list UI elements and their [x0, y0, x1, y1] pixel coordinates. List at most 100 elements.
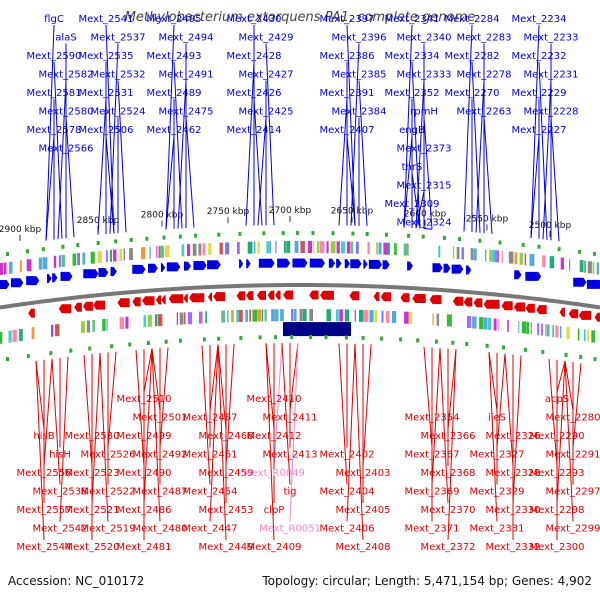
bottom-gene-label: Mext_2510 [117, 394, 172, 405]
bottom-leader-line [447, 349, 457, 541]
bottom-leader-line [354, 343, 364, 541]
reverse-gc-ticks [6, 335, 597, 362]
bottom-gene-label: Mext_2409 [247, 542, 302, 553]
bottom-leader-line [159, 347, 169, 448]
top-leader-line [415, 191, 425, 229]
top-gene-label: Mext_2493 [147, 51, 202, 62]
bottom-gene-label: Mext_2366 [421, 431, 476, 442]
bottom-gene-label: Mext_2326 [486, 431, 541, 442]
bottom-gene-label: Mext_2466 [199, 431, 254, 442]
bottom-gene-label: Mext_2371 [405, 524, 460, 535]
bottom-leader-line [217, 344, 227, 541]
bottom-gene-label: Mext_2480 [133, 524, 188, 535]
top-gene-label: Mext_2385 [332, 70, 387, 81]
top-gene-label: Mext_2426 [227, 88, 282, 99]
genome-summary-text: Topology: circular; Length: 5,471,154 bp… [262, 574, 592, 588]
forward-strand-track [0, 258, 600, 289]
bottom-gene-label: Mext_2298 [530, 505, 585, 516]
bottom-gene-label: Mext_2449 [199, 542, 254, 553]
bottom-gene-label: Mext_2290 [530, 431, 585, 442]
bottom-gene-label: Mext_2486 [117, 505, 172, 516]
top-leader-line [245, 61, 255, 226]
top-leader-line [57, 80, 67, 240]
bottom-gene-label: tig [283, 487, 296, 498]
scale-tick-label: 2850 kbp [77, 216, 120, 226]
bottom-gene-label: Mext_2280 [546, 413, 600, 424]
top-leader-line [97, 98, 107, 235]
bottom-gene-label: Mext_2490 [117, 468, 172, 479]
top-gene-label: Mext_2566 [39, 144, 94, 155]
bottom-leader-line [362, 344, 372, 467]
top-gene-label: Mext_2396 [332, 33, 387, 44]
bottom-leader-line [289, 342, 299, 522]
bottom-gene-label: Mext_2403 [336, 468, 391, 479]
bottom-leader-line [83, 354, 93, 467]
top-leader-line [530, 24, 540, 238]
bottom-gene-label: Mext_2538 [33, 487, 88, 498]
top-gene-label: Mext_2531 [79, 88, 134, 99]
bottom-leader-line [556, 360, 566, 393]
bottom-gene-label: Mext_2556 [17, 468, 72, 479]
top-leader-line [165, 135, 175, 230]
bottom-leader-line [265, 343, 275, 430]
bottom-leader-line [338, 343, 348, 485]
top-gene-label: Mext_2334 [385, 51, 440, 62]
top-gene-label: Mext_2494 [159, 33, 214, 44]
bottom-leader-line [107, 351, 117, 448]
top-gene-label: Mext_2495 [147, 14, 202, 25]
reverse-cog-track [0, 309, 596, 344]
top-leader-line [415, 80, 425, 229]
bottom-leader-line [281, 343, 291, 485]
bottom-gene-label: Mext_2526 [81, 450, 136, 461]
rrna-block [283, 322, 351, 337]
top-gene-label: Mext_2270 [445, 88, 500, 99]
bottom-leader-line [135, 349, 145, 467]
bottom-gene-label: Mext_2521 [65, 505, 120, 516]
top-leader-line [173, 61, 183, 229]
bottom-leader-line [423, 346, 433, 448]
bottom-gene-label: clpP [264, 505, 285, 516]
bottom-gene-label: Mext_2557 [17, 505, 72, 516]
bottom-leader-line [209, 344, 219, 522]
bottom-leader-line [151, 348, 161, 522]
top-leader-line [105, 135, 115, 234]
top-gene-label: Mext_2386 [320, 51, 375, 62]
top-gene-label: Mext_2414 [227, 125, 282, 136]
bottom-leader-line [265, 343, 275, 541]
bottom-gene-label: Mext_2300 [530, 542, 585, 553]
bottom-leader-line [35, 360, 45, 430]
top-gene-label: Mext_2340 [397, 33, 452, 44]
top-leader-line [346, 24, 356, 226]
top-gene-label: Mext_2373 [397, 144, 452, 155]
top-gene-label: flgC [44, 14, 64, 25]
top-gene-label: Mext_2232 [512, 51, 567, 62]
bottom-leader-line [225, 344, 235, 467]
top-gene-label: Mext_2491 [159, 70, 214, 81]
bottom-leader-line [548, 358, 558, 467]
top-gene-label: rpmH [410, 107, 438, 118]
forward-gc-ticks [6, 231, 597, 256]
top-gene-label: Mext_2578 [27, 125, 82, 136]
bottom-gene-label: Mext_2544 [17, 542, 72, 553]
top-leader-line [177, 80, 187, 229]
top-leader-line [265, 43, 275, 226]
top-leader-line [165, 24, 175, 230]
bottom-gene-label: Mext_2405 [336, 505, 391, 516]
top-leader-line [65, 117, 75, 238]
top-leader-line [538, 61, 548, 240]
bottom-leader-line [143, 348, 153, 504]
top-leader-line [346, 135, 356, 226]
top-gene-label: Mext_2489 [147, 88, 202, 99]
top-gene-label: Mext_2428 [227, 51, 282, 62]
bottom-leader-line [346, 343, 356, 522]
bottom-gene-label: Mext_2299 [546, 524, 600, 535]
bottom-leader-line [59, 356, 69, 522]
bottom-gene-label: Mext_2492 [133, 450, 188, 461]
top-gene-label: Mext_2391 [320, 88, 375, 99]
bottom-gene-label: Mext_2453 [199, 505, 254, 516]
bottom-rna-label: Mext_R0051 [259, 524, 321, 535]
top-gene-label: Mext_2309 [385, 199, 440, 210]
top-leader-line [423, 228, 433, 230]
bottom-leader-line [289, 342, 299, 411]
